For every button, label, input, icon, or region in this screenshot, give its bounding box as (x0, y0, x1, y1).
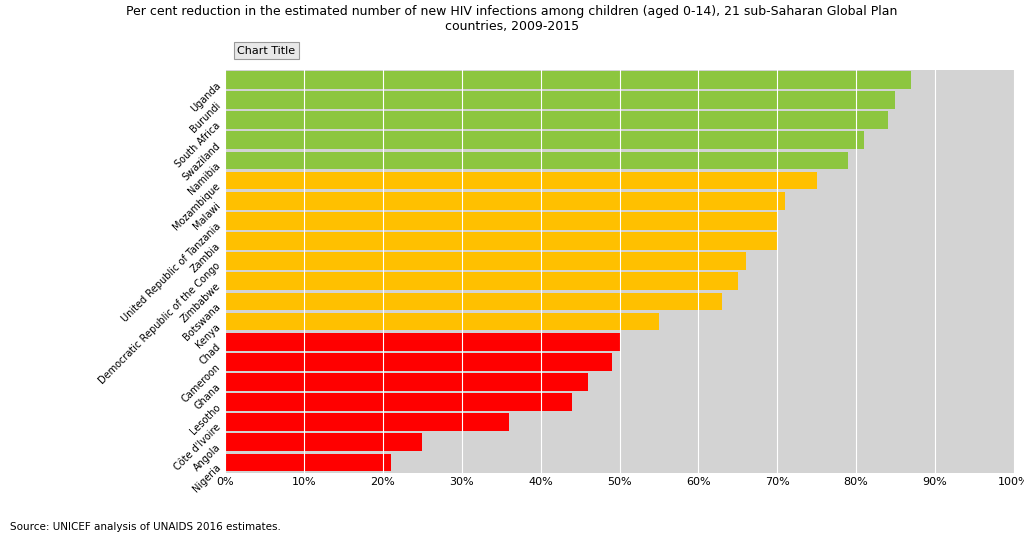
Bar (225, 192, 785, 209)
Bar (225, 353, 611, 371)
Bar (225, 212, 777, 230)
Bar (225, 91, 1014, 109)
Bar (225, 333, 620, 351)
Bar (225, 454, 391, 471)
Bar (225, 373, 588, 391)
Bar (225, 91, 895, 109)
Bar (225, 272, 1014, 290)
Bar (225, 71, 911, 89)
Bar (225, 433, 422, 451)
Bar (225, 272, 737, 290)
Bar (225, 413, 1014, 431)
Bar (225, 252, 1014, 270)
Bar (225, 433, 1014, 451)
Bar (225, 373, 1014, 391)
Bar (225, 151, 1014, 169)
Bar (225, 454, 1014, 471)
Bar (225, 293, 1014, 310)
Bar (225, 172, 817, 190)
Bar (225, 313, 1014, 330)
Text: Source: UNICEF analysis of UNAIDS 2016 estimates.: Source: UNICEF analysis of UNAIDS 2016 e… (10, 521, 282, 532)
Bar (225, 71, 1014, 89)
Bar (225, 353, 1014, 371)
Bar (225, 313, 659, 330)
Bar (225, 232, 777, 250)
Bar (225, 393, 1014, 411)
Bar (225, 293, 722, 310)
Text: Per cent reduction in the estimated number of new HIV infections among children : Per cent reduction in the estimated numb… (126, 5, 898, 33)
Text: Chart Title: Chart Title (238, 46, 295, 56)
Bar (225, 212, 1014, 230)
Bar (225, 413, 509, 431)
Bar (225, 252, 745, 270)
Bar (225, 232, 1014, 250)
Bar (225, 172, 1014, 190)
Bar (225, 132, 864, 149)
Bar (225, 192, 1014, 209)
Bar (225, 151, 848, 169)
Bar (225, 132, 1014, 149)
Bar (225, 111, 888, 129)
Bar (225, 393, 572, 411)
Bar (225, 333, 1014, 351)
Bar (225, 111, 1014, 129)
